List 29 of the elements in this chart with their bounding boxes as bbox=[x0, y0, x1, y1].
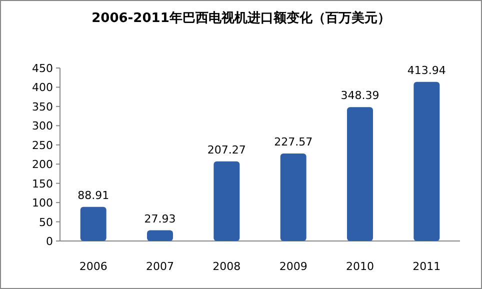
y-tick-label: 300 bbox=[32, 120, 53, 133]
data-label: 88.91 bbox=[78, 188, 110, 202]
data-label: 227.57 bbox=[274, 136, 313, 149]
y-tick-label: 200 bbox=[32, 158, 53, 172]
y-tick-label: 50 bbox=[39, 216, 53, 229]
data-label: 207.27 bbox=[207, 143, 246, 156]
x-tick-label: 2010 bbox=[346, 260, 374, 273]
y-tick-label: 0 bbox=[46, 235, 53, 248]
data-label: 348.39 bbox=[340, 89, 380, 102]
x-tick-label: 2007 bbox=[146, 260, 174, 273]
bar bbox=[414, 82, 440, 241]
y-tick-label: 250 bbox=[32, 138, 53, 152]
bar bbox=[280, 154, 306, 241]
bar bbox=[347, 107, 373, 241]
chart-title: 2006-2011年巴西电视机进口额变化（百万美元） bbox=[92, 10, 390, 26]
y-tick-label: 450 bbox=[32, 62, 53, 75]
bar bbox=[147, 230, 173, 241]
x-tick-label: 2008 bbox=[212, 260, 241, 273]
data-label: 413.94 bbox=[407, 64, 446, 77]
y-tick-label: 350 bbox=[32, 100, 53, 114]
x-tick-label: 2006 bbox=[79, 260, 108, 273]
y-tick-label: 400 bbox=[32, 81, 53, 94]
x-tick-label: 2009 bbox=[279, 260, 308, 273]
bar bbox=[214, 161, 240, 241]
bar bbox=[80, 206, 106, 241]
y-tick-label: 100 bbox=[32, 196, 53, 210]
y-tick-label: 150 bbox=[32, 177, 53, 190]
data-label: 27.93 bbox=[144, 212, 176, 226]
x-tick-label: 2011 bbox=[412, 260, 441, 273]
